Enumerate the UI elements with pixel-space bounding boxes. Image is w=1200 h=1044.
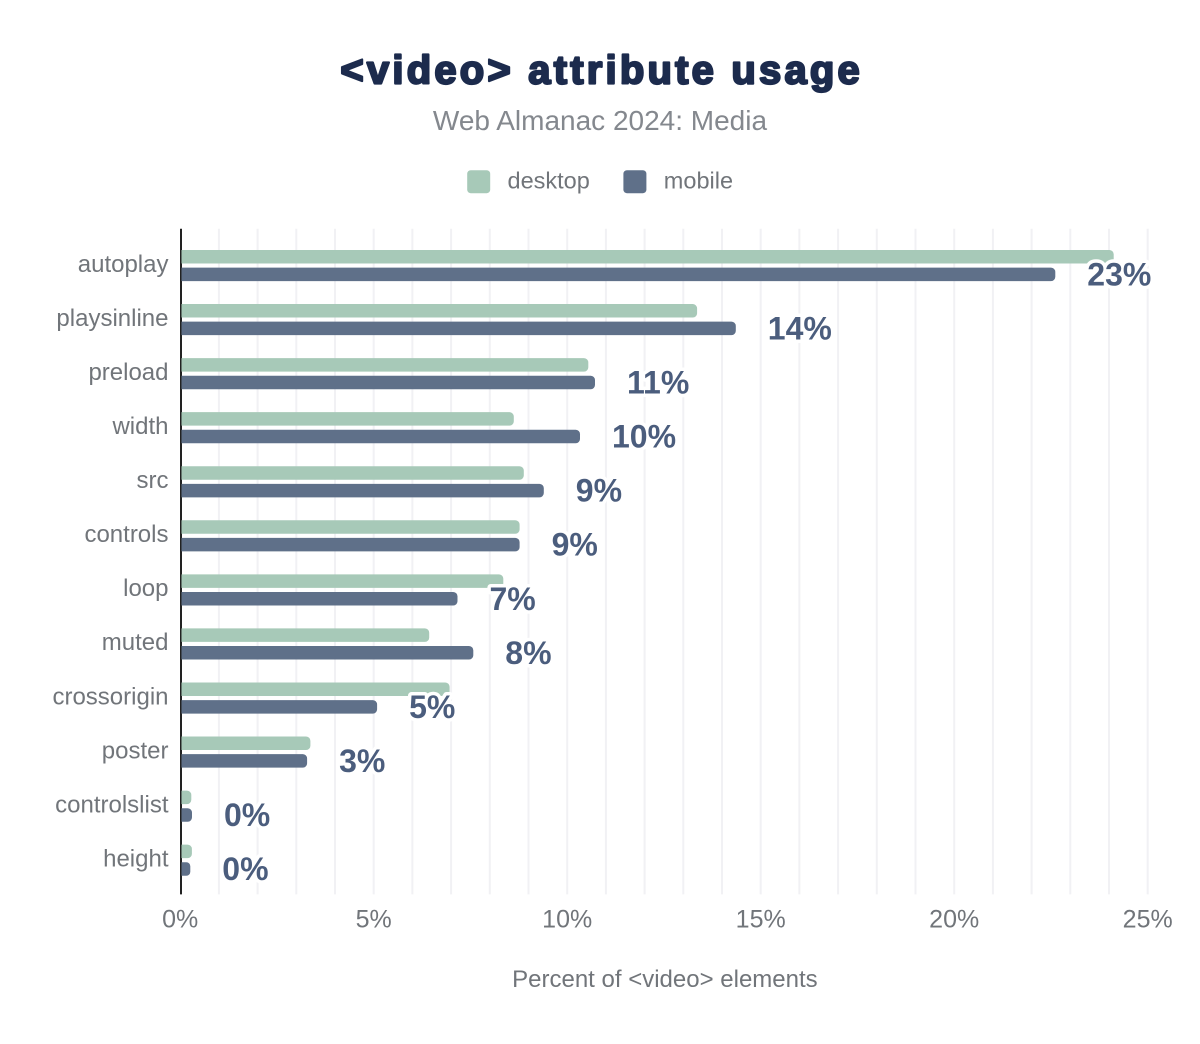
svg-text:20%: 20% [929,905,979,933]
svg-text:9%: 9% [552,527,598,563]
svg-text:15%: 15% [736,905,786,933]
svg-text:23%: 23% [1087,256,1151,292]
svg-text:loop: loop [123,575,168,602]
svg-text:0%: 0% [162,905,198,933]
svg-text:5%: 5% [409,689,455,725]
svg-text:25%: 25% [1123,905,1173,933]
svg-text:crossorigin: crossorigin [52,683,168,710]
svg-text:<video> attribute usage: <video> attribute usage [340,49,863,93]
svg-text:Web Almanac 2024: Media: Web Almanac 2024: Media [433,105,768,136]
svg-text:7%: 7% [490,581,536,617]
svg-text:desktop: desktop [508,168,590,194]
svg-text:10%: 10% [542,905,592,933]
svg-text:controlslist: controlslist [55,791,169,818]
svg-text:14%: 14% [768,311,832,347]
svg-text:11%: 11% [627,365,689,401]
svg-text:poster: poster [102,737,169,764]
svg-text:playsinline: playsinline [56,305,168,332]
svg-text:height: height [103,846,169,873]
svg-text:8%: 8% [505,635,551,671]
svg-text:src: src [137,467,169,494]
svg-text:10%: 10% [612,419,676,455]
svg-text:preload: preload [88,359,168,386]
svg-text:muted: muted [102,629,169,656]
svg-text:width: width [111,413,168,440]
svg-text:9%: 9% [576,473,622,509]
svg-text:mobile: mobile [664,168,733,194]
svg-text:5%: 5% [356,905,392,933]
svg-text:autoplay: autoplay [78,251,169,278]
svg-text:0%: 0% [222,851,268,887]
svg-text:0%: 0% [224,797,270,833]
svg-text:3%: 3% [339,743,385,779]
svg-text:controls: controls [84,521,168,548]
svg-text:Percent of <video> elements: Percent of <video> elements [512,966,818,993]
